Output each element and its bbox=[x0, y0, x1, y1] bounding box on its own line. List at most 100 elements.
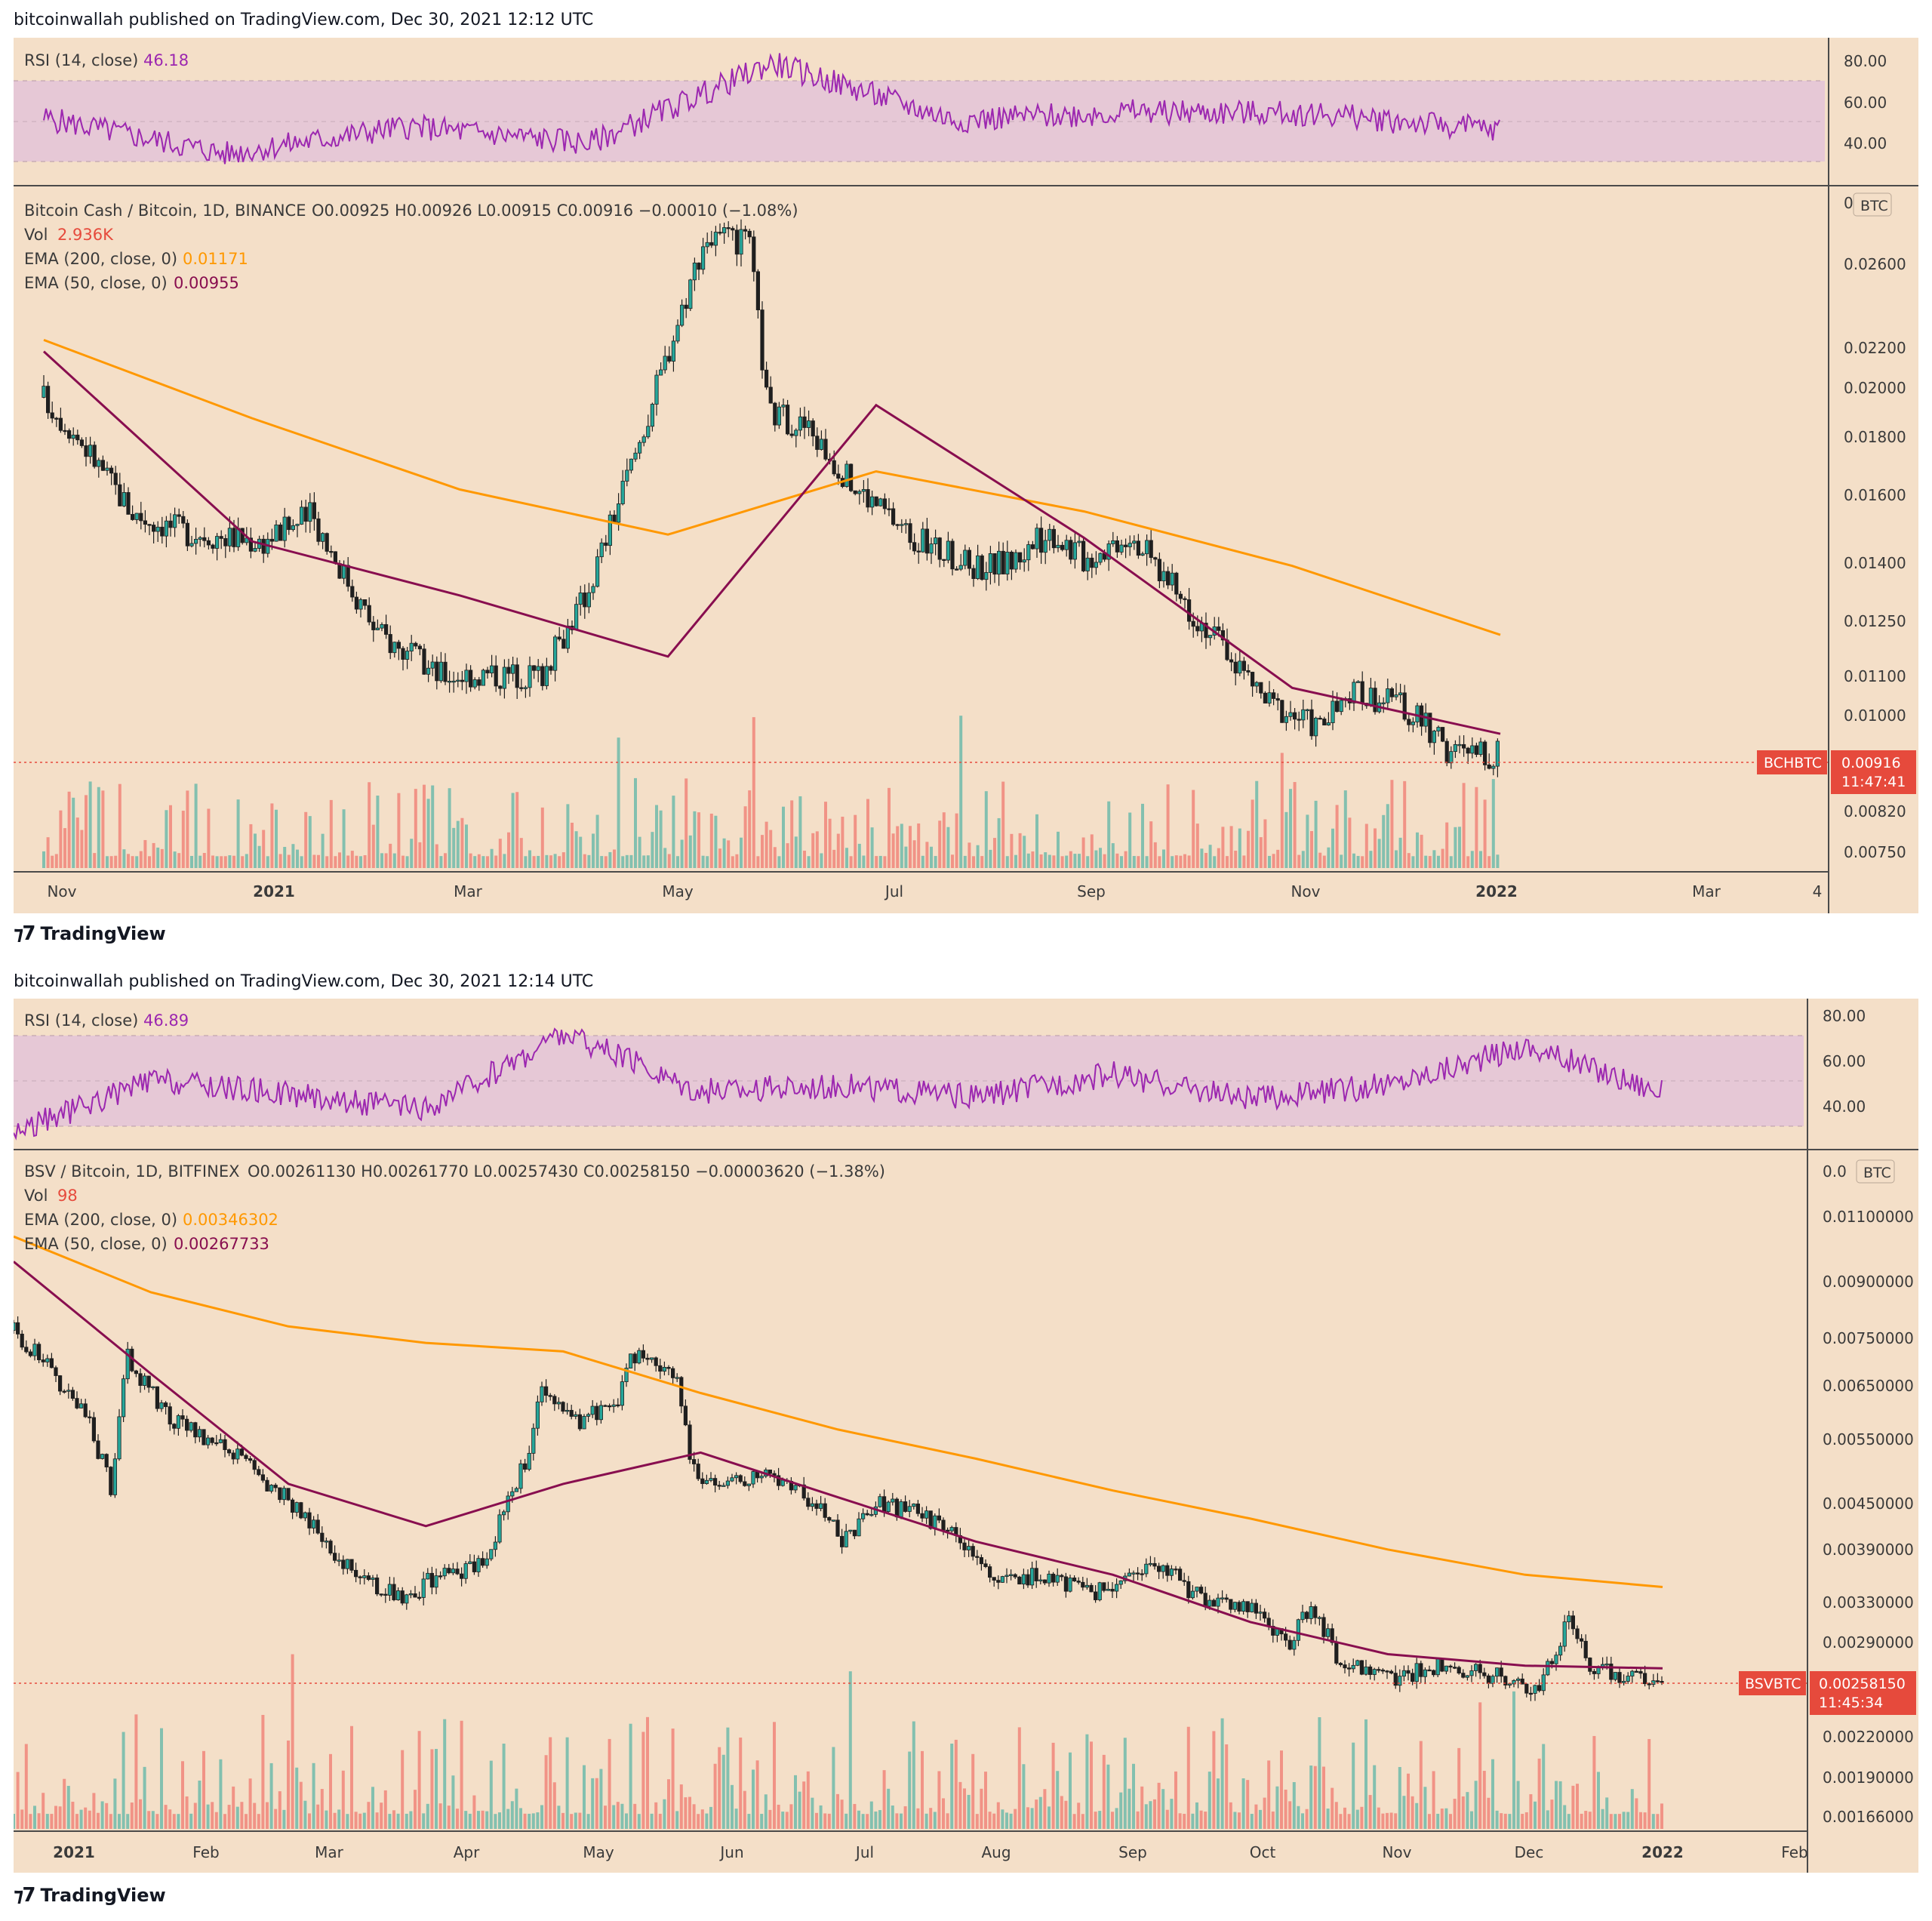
candle-body bbox=[1549, 1661, 1554, 1664]
candle-body bbox=[949, 1527, 954, 1532]
price-tick-label: 0.00220000 bbox=[1823, 1728, 1914, 1746]
candle-body bbox=[1000, 1576, 1004, 1583]
candle-body bbox=[992, 1577, 996, 1581]
chart-canvas[interactable]: RSI (14, close) 46.18 80.00 60.00 40.00 … bbox=[14, 38, 1918, 913]
candle-body bbox=[1056, 544, 1060, 549]
volume-bar bbox=[435, 844, 438, 868]
volume-bar bbox=[761, 835, 764, 868]
candle-body bbox=[1211, 1599, 1216, 1607]
candle-body bbox=[1136, 540, 1140, 556]
volume-bar bbox=[1229, 826, 1233, 868]
volume-bar bbox=[891, 1806, 894, 1829]
volume-bar bbox=[418, 842, 422, 868]
tradingview-brand[interactable]: ⁊7 TradingView bbox=[14, 922, 166, 945]
candle-body bbox=[143, 520, 147, 525]
volume-bar bbox=[50, 1814, 54, 1829]
volume-bar bbox=[540, 1805, 543, 1829]
volume-bar bbox=[321, 833, 325, 868]
volume-bar bbox=[874, 1811, 878, 1829]
volume-bar bbox=[1411, 856, 1415, 868]
candle-body bbox=[1321, 1617, 1326, 1637]
candle-body bbox=[409, 642, 414, 651]
volume-bar bbox=[515, 792, 519, 868]
volume-bar bbox=[1339, 1814, 1343, 1829]
volume-bar bbox=[663, 1799, 666, 1829]
volume-bar bbox=[380, 1802, 383, 1829]
candle-body bbox=[984, 572, 989, 580]
tradingview-brand[interactable]: ⁊7 TradingView bbox=[14, 1884, 166, 1907]
candle-body bbox=[494, 665, 498, 687]
candle-body bbox=[448, 681, 452, 683]
price-tick-label: 0.01250 bbox=[1844, 612, 1906, 630]
volume-bar bbox=[641, 1732, 645, 1829]
candle-body bbox=[891, 1498, 895, 1503]
candle-body bbox=[366, 1575, 371, 1580]
candle-body bbox=[1427, 1669, 1432, 1672]
volume-bar bbox=[916, 1808, 920, 1829]
candle-body bbox=[226, 1449, 232, 1454]
volume-bar bbox=[1195, 1802, 1198, 1829]
volume-bar bbox=[354, 1812, 358, 1829]
volume-bar bbox=[109, 1814, 112, 1829]
volume-bar bbox=[570, 1814, 574, 1829]
time-tick-label: Sep bbox=[1118, 1843, 1147, 1861]
volume-bar bbox=[1094, 1812, 1097, 1829]
candle-body bbox=[637, 1350, 641, 1364]
candle-body bbox=[1537, 1685, 1542, 1692]
candle-body bbox=[295, 524, 300, 526]
volume-bar bbox=[1212, 1731, 1216, 1829]
candle-body bbox=[625, 469, 629, 482]
candle-body bbox=[857, 491, 862, 494]
volume-bar bbox=[1052, 855, 1056, 868]
candle-body bbox=[1386, 688, 1390, 703]
volume-bar bbox=[1592, 1735, 1596, 1829]
candle-body bbox=[1483, 741, 1487, 765]
volume-bar bbox=[202, 1750, 205, 1829]
candle-body bbox=[172, 1424, 177, 1429]
candle-body bbox=[929, 543, 934, 554]
candle-body bbox=[683, 1405, 688, 1426]
time-tick-label: May bbox=[662, 882, 694, 900]
volume-bar bbox=[325, 1810, 328, 1829]
volume-bar bbox=[392, 853, 396, 868]
time-tick-label: Mar bbox=[454, 882, 483, 900]
candle-body bbox=[83, 1403, 88, 1418]
ema200-value: 0.01171 bbox=[183, 250, 248, 268]
candle-body bbox=[400, 1590, 405, 1604]
currency-badge[interactable] bbox=[1853, 192, 1892, 217]
candle-body bbox=[96, 1440, 100, 1459]
candle-body bbox=[1149, 540, 1153, 559]
chart-panel-bsvbtc[interactable]: RSI (14, close) 46.89 80.00 60.00 40.00 … bbox=[11, 999, 1918, 1873]
candle-body bbox=[1440, 1658, 1444, 1672]
candle-body bbox=[155, 526, 160, 532]
candle-body bbox=[1174, 572, 1179, 595]
volume-bar bbox=[786, 843, 789, 868]
volume-bar bbox=[1005, 856, 1009, 868]
volume-bar bbox=[1174, 1771, 1177, 1829]
candle-body bbox=[134, 513, 139, 520]
candle-body bbox=[54, 1367, 58, 1376]
volume-bar bbox=[422, 1813, 426, 1829]
chart-canvas[interactable]: RSI (14, close) 46.89 80.00 60.00 40.00 … bbox=[11, 999, 1918, 1873]
candle-body bbox=[1237, 1602, 1241, 1612]
price-axis-ticks: 0.011000000.009000000.007500000.00650000… bbox=[1823, 1208, 1914, 1826]
volume-bar bbox=[1213, 856, 1217, 868]
chart-panel-bchbtc[interactable]: RSI (14, close) 46.18 80.00 60.00 40.00 … bbox=[14, 38, 1918, 913]
candle-body bbox=[88, 1416, 92, 1418]
candle-body bbox=[752, 236, 756, 272]
currency-badge[interactable] bbox=[1856, 1159, 1895, 1184]
rsi-line bbox=[43, 53, 1500, 165]
volume-bar bbox=[806, 1771, 810, 1829]
candle-body bbox=[1406, 1670, 1411, 1674]
volume-bar bbox=[1605, 1797, 1609, 1829]
candle-body bbox=[941, 1519, 946, 1531]
volume-bar bbox=[80, 830, 84, 868]
candle-body bbox=[725, 1480, 731, 1486]
candle-body bbox=[705, 242, 709, 248]
candle-body bbox=[1558, 1645, 1563, 1656]
volume-bar bbox=[1398, 1766, 1401, 1829]
candle-body bbox=[1326, 722, 1331, 726]
candle-body bbox=[163, 1402, 168, 1408]
price-tick-label: 0.01600 bbox=[1844, 486, 1906, 504]
candle-body bbox=[362, 599, 368, 606]
